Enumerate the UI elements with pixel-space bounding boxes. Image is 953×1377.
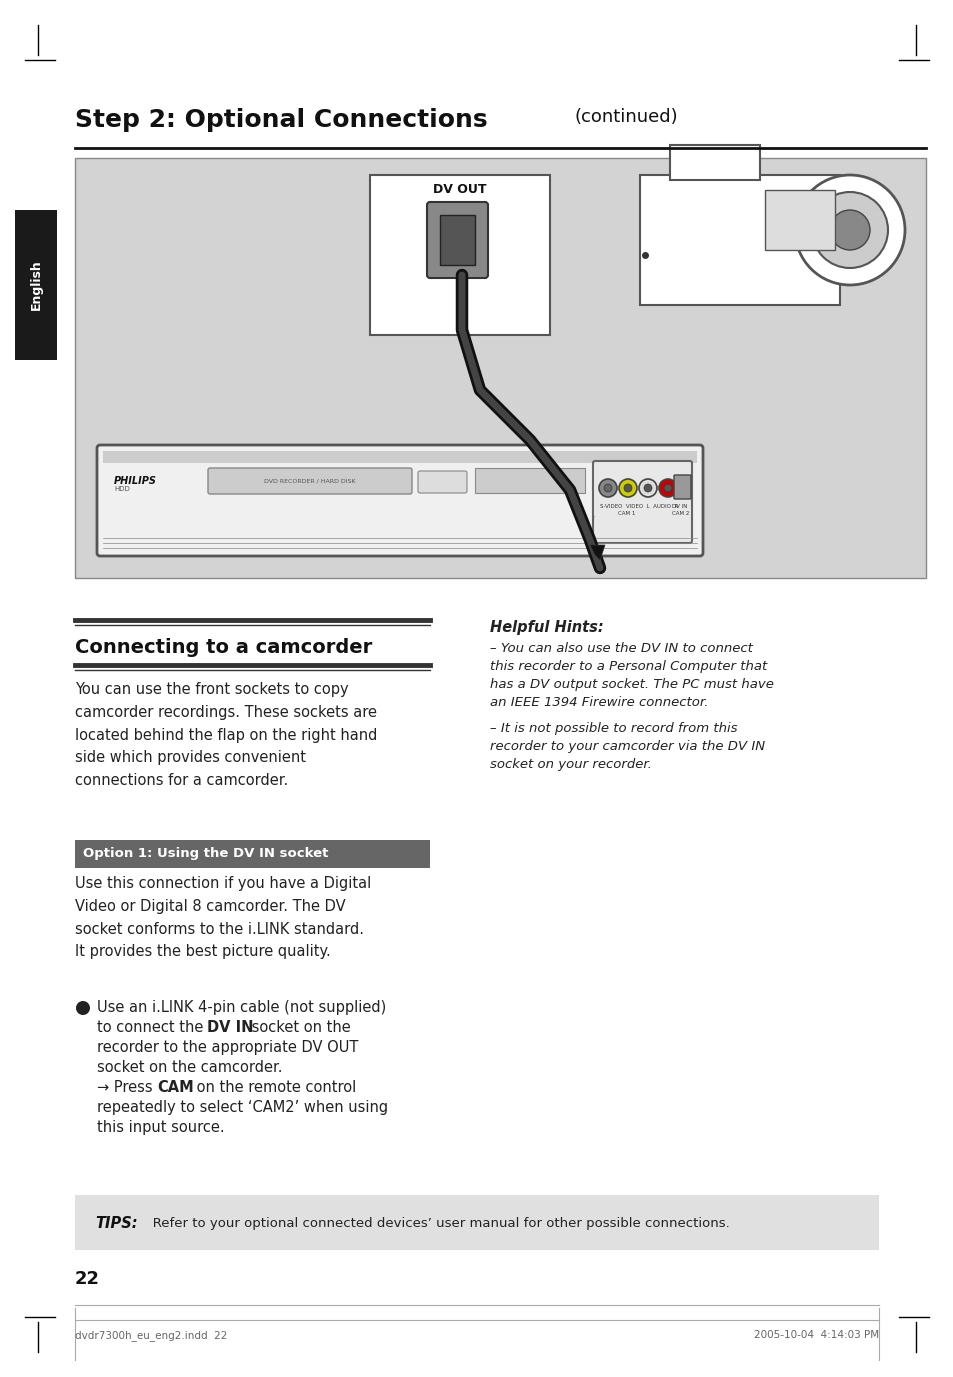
Circle shape — [623, 483, 631, 492]
Bar — [75, 840, 430, 868]
FancyBboxPatch shape — [673, 475, 690, 498]
Text: Use an i.LINK 4-pin cable (not supplied): Use an i.LINK 4-pin cable (not supplied) — [97, 1000, 386, 1015]
Text: TIPS:: TIPS: — [95, 1216, 137, 1231]
Text: 2005-10-04  4:14:03 PM: 2005-10-04 4:14:03 PM — [753, 1330, 878, 1340]
Circle shape — [829, 211, 869, 251]
Polygon shape — [589, 545, 604, 560]
Text: recorder to your camcorder via the DV IN: recorder to your camcorder via the DV IN — [490, 739, 764, 753]
Bar — [103, 452, 697, 463]
Text: You can use the front sockets to copy
camcorder recordings. These sockets are
lo: You can use the front sockets to copy ca… — [75, 682, 377, 788]
Text: 22: 22 — [75, 1270, 100, 1287]
Bar — [475, 468, 584, 493]
FancyBboxPatch shape — [208, 468, 412, 494]
FancyBboxPatch shape — [417, 471, 467, 493]
Text: on the remote control: on the remote control — [192, 1080, 355, 1095]
Text: Refer to your optional connected devices’ user manual for other possible connect: Refer to your optional connected devices… — [140, 1216, 729, 1230]
Text: socket on the: socket on the — [247, 1020, 351, 1036]
Text: Connecting to a camcorder: Connecting to a camcorder — [75, 638, 372, 657]
Circle shape — [603, 483, 612, 492]
Circle shape — [598, 479, 617, 497]
Circle shape — [76, 1001, 90, 1015]
Text: has a DV output socket. The PC must have: has a DV output socket. The PC must have — [490, 677, 773, 691]
Text: DV OUT: DV OUT — [433, 183, 486, 196]
Text: Option 1: Using the DV IN socket: Option 1: Using the DV IN socket — [83, 847, 328, 861]
FancyBboxPatch shape — [97, 445, 702, 556]
Text: to connect the: to connect the — [97, 1020, 208, 1036]
Text: S-VIDEO  VIDEO  L  AUDIO  R: S-VIDEO VIDEO L AUDIO R — [599, 504, 678, 509]
FancyBboxPatch shape — [593, 461, 691, 543]
Circle shape — [794, 175, 904, 285]
Bar — [639, 175, 840, 304]
Text: i: i — [592, 516, 594, 526]
Bar — [764, 190, 834, 251]
Text: CAM: CAM — [157, 1080, 193, 1095]
Bar — [75, 158, 925, 578]
Text: Use this connection if you have a Digital
Video or Digital 8 camcorder. The DV
s: Use this connection if you have a Digita… — [75, 876, 371, 960]
FancyBboxPatch shape — [439, 215, 475, 264]
Circle shape — [663, 483, 671, 492]
Text: PHILIPS: PHILIPS — [113, 476, 156, 486]
Circle shape — [618, 479, 637, 497]
Text: recorder to the appropriate DV OUT: recorder to the appropriate DV OUT — [97, 1040, 358, 1055]
Circle shape — [811, 191, 887, 269]
Text: DV IN: DV IN — [207, 1020, 253, 1036]
Text: → Press: → Press — [97, 1080, 157, 1095]
Circle shape — [659, 479, 677, 497]
Text: an IEEE 1394 Firewire connector.: an IEEE 1394 Firewire connector. — [490, 695, 708, 709]
Text: this recorder to a Personal Computer that: this recorder to a Personal Computer tha… — [490, 660, 766, 673]
Text: DV IN: DV IN — [671, 504, 687, 509]
Text: CAM 1: CAM 1 — [618, 511, 635, 516]
Text: Helpful Hints:: Helpful Hints: — [490, 620, 603, 635]
Text: CAM 2: CAM 2 — [671, 511, 689, 516]
Text: HDD: HDD — [113, 486, 130, 492]
Text: (continued): (continued) — [575, 107, 678, 127]
Text: dvdr7300h_eu_eng2.indd  22: dvdr7300h_eu_eng2.indd 22 — [75, 1330, 227, 1341]
Text: Step 2: Optional Connections: Step 2: Optional Connections — [75, 107, 487, 132]
Text: socket on your recorder.: socket on your recorder. — [490, 757, 651, 771]
Circle shape — [643, 483, 651, 492]
Text: English: English — [30, 260, 43, 310]
Text: repeatedly to select ‘CAM2’ when using: repeatedly to select ‘CAM2’ when using — [97, 1100, 388, 1115]
FancyBboxPatch shape — [15, 211, 57, 359]
Text: – It is not possible to record from this: – It is not possible to record from this — [490, 722, 737, 735]
Text: socket on the camcorder.: socket on the camcorder. — [97, 1060, 282, 1075]
Text: – You can also use the DV IN to connect: – You can also use the DV IN to connect — [490, 642, 752, 655]
FancyBboxPatch shape — [427, 202, 488, 278]
Text: DVD RECORDER / HARD DISK: DVD RECORDER / HARD DISK — [264, 478, 355, 483]
Bar — [75, 1195, 878, 1250]
Text: this input source.: this input source. — [97, 1120, 224, 1135]
Bar — [370, 175, 550, 335]
Bar — [669, 145, 760, 180]
Circle shape — [639, 479, 657, 497]
Bar — [110, 468, 200, 493]
